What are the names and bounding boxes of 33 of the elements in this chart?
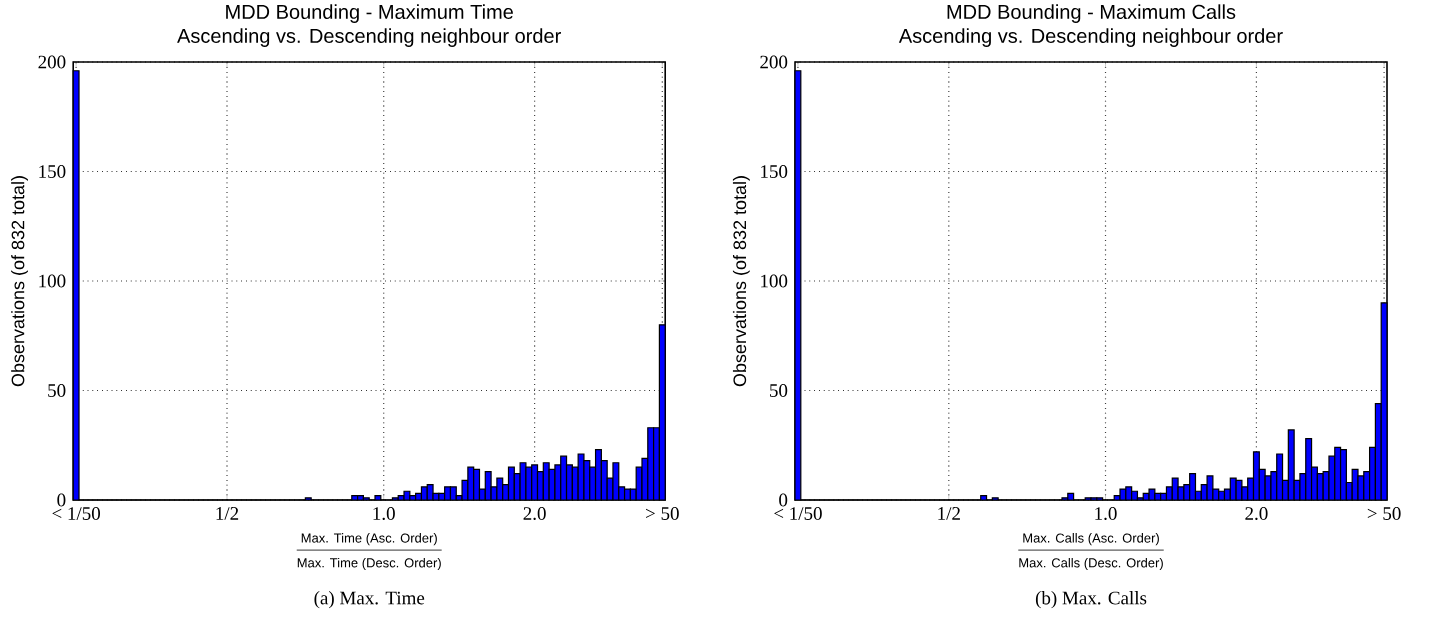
y-tick-label: 50 (48, 384, 66, 397)
x-axis-title: Max. Calls (Asc. Order) (1023, 533, 1159, 546)
y-tick-label: 50 (770, 384, 788, 397)
y-tick-label: 200 (38, 55, 66, 69)
y-tick-label: 0 (57, 493, 66, 507)
chart-subtitle: Ascending vs. Descending neighbour order (898, 28, 1283, 47)
x-tick-label: 2.0 (523, 507, 546, 520)
y-tick-label: 100 (761, 274, 788, 288)
y-axis-title: Observations (of 832 total) (11, 176, 28, 387)
x-tick-label: 1.0 (1095, 507, 1117, 520)
text: (a) Max. Time (314, 591, 425, 609)
x-tick-label: 2.0 (1245, 507, 1268, 520)
y-tick-label: 150 (761, 165, 788, 178)
x-tick-label: > 50 (646, 507, 679, 520)
text: (b) Max. Calls (1035, 591, 1147, 609)
x-axis-title: Max. Time (Asc. Order) (301, 533, 437, 546)
y-tick-label: 0 (779, 493, 788, 507)
y-tick-label: 150 (39, 165, 66, 178)
x-tick-label: < 1/50 (52, 507, 101, 520)
y-axis-title: Observations (of 832 total) (732, 176, 750, 387)
text: Max. Calls (Desc. Order) (1019, 557, 1163, 570)
x-tick-label: > 50 (1367, 507, 1401, 520)
x-tick-label: < 1/50 (774, 507, 822, 520)
x-tick-label: 1.0 (373, 507, 395, 520)
chart-title: MDD Bounding - Maximum Time (226, 4, 513, 23)
bar (391, 497, 399, 501)
chart-title: MDD Bounding - Maximum Calls (947, 4, 1236, 23)
y-tick-label: 100 (39, 274, 66, 288)
chart-subtitle: Ascending vs. Descending neighbour order (177, 28, 561, 47)
y-tick-label: 200 (760, 55, 788, 69)
x-tick-label: 1/2 (216, 507, 239, 520)
x-tick-label: 1/2 (938, 507, 960, 520)
text: Max. Time (Desc. Order) (297, 557, 441, 570)
